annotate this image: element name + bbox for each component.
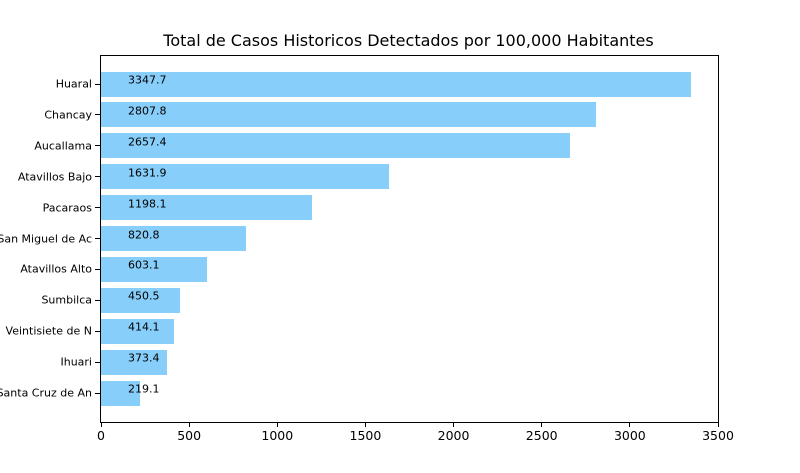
- y-axis-tick: [95, 207, 100, 209]
- bar-value-label: 2807.8: [128, 104, 167, 118]
- bar-value-label: 1631.9: [128, 166, 167, 180]
- x-axis-tick-label: 2500: [525, 428, 558, 443]
- y-axis-tick: [95, 392, 100, 394]
- bar: [101, 195, 313, 221]
- bar-value-label: 603.1: [128, 258, 160, 272]
- y-axis-tick: [95, 238, 100, 239]
- bar-value-label: 219.1: [128, 382, 160, 396]
- bar: [101, 349, 167, 375]
- y-axis-tick: [95, 114, 100, 116]
- bar: [101, 133, 570, 159]
- x-axis-tick-label: 1000: [261, 428, 294, 443]
- x-axis-tick: [188, 423, 190, 427]
- x-axis-tick: [364, 423, 366, 427]
- y-axis-tick: [95, 83, 100, 85]
- bar-value-label: 820.8: [128, 228, 160, 241]
- plot-area: 3347.7 2807.8 2657.4 1631.9 1198.1 820.8 603.1…: [100, 55, 719, 423]
- bar-value-label: 2657.4: [128, 135, 167, 149]
- y-axis-label: Aucallama: [34, 139, 92, 153]
- x-axis-tick-label: 0: [97, 428, 105, 443]
- y-axis-tick: [95, 176, 100, 178]
- bar: [101, 226, 246, 251]
- bar-value-label: 450.5: [128, 289, 160, 303]
- bar: [101, 380, 140, 406]
- y-axis-label: Pacaraos: [42, 201, 92, 215]
- bar-value-label: 1198.1: [128, 197, 167, 211]
- x-axis-tick-label: 500: [177, 428, 202, 443]
- y-axis-label: Sumbilca: [41, 293, 92, 307]
- y-axis-tick: [95, 330, 100, 332]
- bar-value-label: 414.1: [128, 320, 160, 334]
- y-axis-label: Ihuari: [60, 355, 92, 369]
- chart-title: Total de Casos Historicos Detectados por…: [163, 31, 654, 50]
- bar-value-label: 373.4: [128, 351, 160, 365]
- y-axis-label: Santa Cruz de An: [0, 386, 92, 400]
- y-axis-tick: [95, 145, 100, 147]
- x-axis-tick: [541, 423, 543, 427]
- x-axis-tick-label: 2000: [437, 428, 470, 443]
- bar: [101, 318, 174, 344]
- y-axis-label: San Miguel de Ac: [0, 232, 92, 245]
- y-axis-tick: [95, 361, 100, 363]
- y-axis-label: Veintisiete de N: [5, 324, 92, 338]
- y-axis-label: Atavillos Alto: [20, 262, 92, 276]
- bar: [101, 71, 692, 97]
- x-axis-tick-label: 3000: [613, 428, 646, 443]
- bar: [101, 256, 208, 282]
- bar: [101, 287, 181, 313]
- x-axis-tick: [453, 423, 455, 427]
- bar: [101, 164, 389, 190]
- x-axis-tick-label: 1500: [349, 428, 382, 443]
- x-axis-tick: [276, 423, 278, 427]
- x-axis-tick: [100, 423, 102, 427]
- y-axis-label: Chancay: [44, 108, 92, 122]
- x-axis-tick: [629, 423, 631, 427]
- y-axis-label: Atavillos Bajo: [17, 170, 92, 184]
- x-axis-tick: [717, 423, 719, 427]
- y-axis-label: Huaral: [55, 77, 92, 91]
- y-axis-tick: [95, 299, 100, 301]
- bar-value-label: 3347.7: [128, 73, 167, 87]
- y-axis-tick: [95, 268, 100, 270]
- bar: [101, 102, 596, 128]
- x-axis-tick-label: 3500: [702, 428, 734, 443]
